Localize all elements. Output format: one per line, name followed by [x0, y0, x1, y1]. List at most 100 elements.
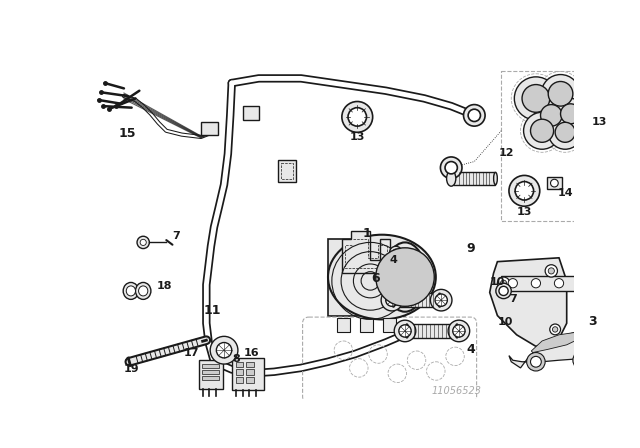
- Ellipse shape: [455, 324, 459, 338]
- Bar: [202, 376, 219, 380]
- Circle shape: [541, 104, 562, 126]
- Circle shape: [548, 268, 554, 274]
- Ellipse shape: [139, 286, 148, 296]
- Bar: [453, 172, 495, 185]
- Text: 13: 13: [516, 207, 532, 217]
- Circle shape: [386, 294, 398, 306]
- Bar: [501, 276, 640, 291]
- Polygon shape: [509, 331, 603, 368]
- Circle shape: [531, 279, 541, 288]
- Circle shape: [552, 327, 558, 332]
- Ellipse shape: [136, 282, 151, 299]
- Bar: [202, 370, 219, 374]
- Circle shape: [561, 104, 580, 124]
- Circle shape: [390, 246, 402, 258]
- Text: 15: 15: [119, 127, 136, 140]
- Circle shape: [463, 104, 485, 126]
- Circle shape: [435, 294, 447, 306]
- Bar: [360, 318, 372, 332]
- Ellipse shape: [328, 235, 436, 319]
- Text: 19: 19: [124, 364, 140, 374]
- Circle shape: [509, 176, 540, 206]
- Bar: [198, 360, 223, 389]
- Bar: [337, 318, 349, 332]
- Circle shape: [381, 289, 403, 311]
- Circle shape: [394, 320, 416, 342]
- Text: 10: 10: [497, 317, 513, 327]
- Polygon shape: [490, 258, 566, 346]
- Circle shape: [399, 325, 411, 337]
- Ellipse shape: [447, 171, 456, 186]
- Text: 18: 18: [157, 280, 173, 291]
- Circle shape: [216, 343, 232, 358]
- Circle shape: [393, 250, 399, 255]
- Ellipse shape: [451, 172, 455, 185]
- Circle shape: [508, 279, 517, 288]
- Circle shape: [445, 162, 458, 174]
- Circle shape: [137, 236, 149, 249]
- Circle shape: [554, 279, 564, 288]
- Ellipse shape: [123, 282, 139, 299]
- Bar: [407, 324, 457, 338]
- Circle shape: [342, 102, 372, 132]
- Bar: [281, 163, 293, 178]
- Circle shape: [440, 157, 462, 178]
- Circle shape: [376, 248, 435, 306]
- Circle shape: [555, 99, 586, 129]
- Bar: [278, 160, 296, 181]
- Bar: [236, 362, 243, 367]
- Text: 4: 4: [467, 343, 476, 356]
- Text: 12: 12: [499, 148, 515, 158]
- Bar: [383, 318, 396, 332]
- Circle shape: [396, 268, 414, 286]
- Bar: [201, 121, 218, 135]
- Bar: [501, 71, 640, 221]
- Text: 14: 14: [557, 188, 573, 198]
- Polygon shape: [342, 231, 390, 273]
- Text: 17: 17: [183, 348, 198, 358]
- Circle shape: [527, 353, 545, 371]
- Text: 13: 13: [349, 132, 365, 142]
- Circle shape: [500, 280, 507, 286]
- Circle shape: [383, 260, 389, 267]
- Circle shape: [632, 279, 640, 288]
- Circle shape: [555, 122, 575, 142]
- Text: 9: 9: [467, 242, 476, 255]
- Bar: [236, 377, 243, 383]
- Bar: [394, 293, 440, 307]
- Circle shape: [425, 274, 431, 280]
- Bar: [202, 364, 219, 368]
- Text: 8: 8: [232, 354, 240, 364]
- Ellipse shape: [405, 324, 409, 338]
- Text: 11: 11: [204, 304, 221, 317]
- Circle shape: [515, 181, 534, 200]
- Text: 7: 7: [509, 294, 518, 305]
- Circle shape: [573, 351, 591, 370]
- Ellipse shape: [392, 293, 396, 307]
- Circle shape: [499, 286, 508, 296]
- Circle shape: [531, 356, 541, 367]
- Circle shape: [550, 324, 561, 335]
- Text: 4: 4: [390, 255, 397, 265]
- Text: 11056523: 11056523: [432, 387, 482, 396]
- Bar: [243, 106, 259, 120]
- Ellipse shape: [438, 293, 442, 307]
- Ellipse shape: [493, 172, 497, 185]
- Circle shape: [431, 289, 452, 311]
- Bar: [246, 377, 254, 383]
- Text: 7: 7: [172, 231, 180, 241]
- Polygon shape: [531, 332, 586, 353]
- Circle shape: [548, 82, 573, 106]
- Circle shape: [409, 296, 415, 302]
- Bar: [547, 177, 562, 189]
- Circle shape: [348, 108, 367, 126]
- Circle shape: [210, 336, 238, 364]
- Text: 13: 13: [591, 116, 607, 127]
- Bar: [232, 358, 264, 390]
- Circle shape: [140, 239, 147, 246]
- Circle shape: [600, 279, 610, 288]
- Circle shape: [577, 355, 588, 366]
- Circle shape: [452, 325, 465, 337]
- Circle shape: [496, 283, 511, 299]
- Circle shape: [522, 85, 550, 112]
